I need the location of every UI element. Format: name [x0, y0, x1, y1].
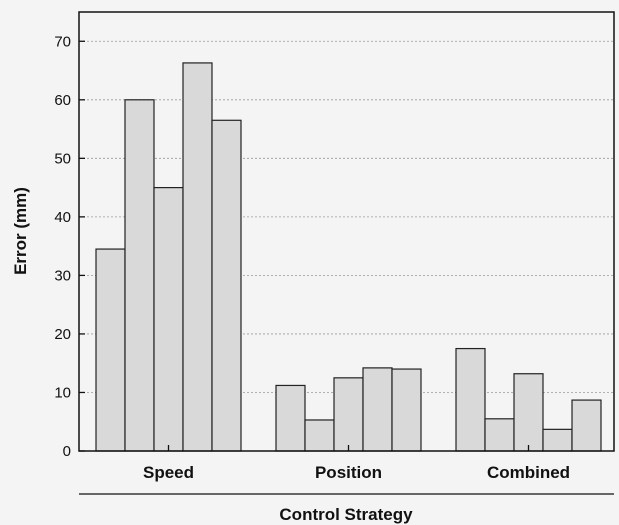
- x-axis: Speed Position Combined: [143, 445, 570, 482]
- x-axis-title: Control Strategy: [279, 505, 413, 524]
- bar-combined-2: [484, 418, 515, 452]
- bar-speed-4: [182, 62, 213, 452]
- bar-combined-4: [542, 428, 573, 452]
- category-label-combined: Combined: [487, 463, 570, 482]
- y-tick-label: 0: [63, 443, 71, 460]
- bar-speed-1: [95, 248, 126, 452]
- category-label-position: Position: [315, 463, 382, 482]
- bar-speed-2: [124, 99, 155, 452]
- y-tick-label: 30: [54, 267, 71, 284]
- bar-position-2: [304, 419, 335, 452]
- bar-combined-1: [455, 347, 486, 452]
- bar-position-3: [333, 377, 364, 452]
- bar-speed-5: [211, 119, 242, 452]
- bar-combined-3: [513, 373, 544, 452]
- y-axis: 0 10 20 30 40 50 60 70: [54, 33, 85, 460]
- plot-frame: [78, 11, 615, 452]
- y-tick-label: 20: [54, 326, 71, 343]
- y-tick-label: 10: [54, 384, 71, 401]
- bar-position-1: [275, 384, 306, 452]
- y-tick-label: 40: [54, 209, 71, 226]
- bar-combined-5: [571, 399, 602, 452]
- y-tick-label: 50: [54, 150, 71, 167]
- y-axis-title: Error (mm): [11, 187, 30, 275]
- bars: [95, 62, 602, 452]
- category-label-speed: Speed: [143, 463, 194, 482]
- bar-position-5: [391, 368, 422, 452]
- y-tick-label: 60: [54, 92, 71, 109]
- bar-speed-3: [153, 187, 184, 452]
- y-tick-label: 70: [54, 33, 71, 50]
- bar-position-4: [362, 367, 393, 452]
